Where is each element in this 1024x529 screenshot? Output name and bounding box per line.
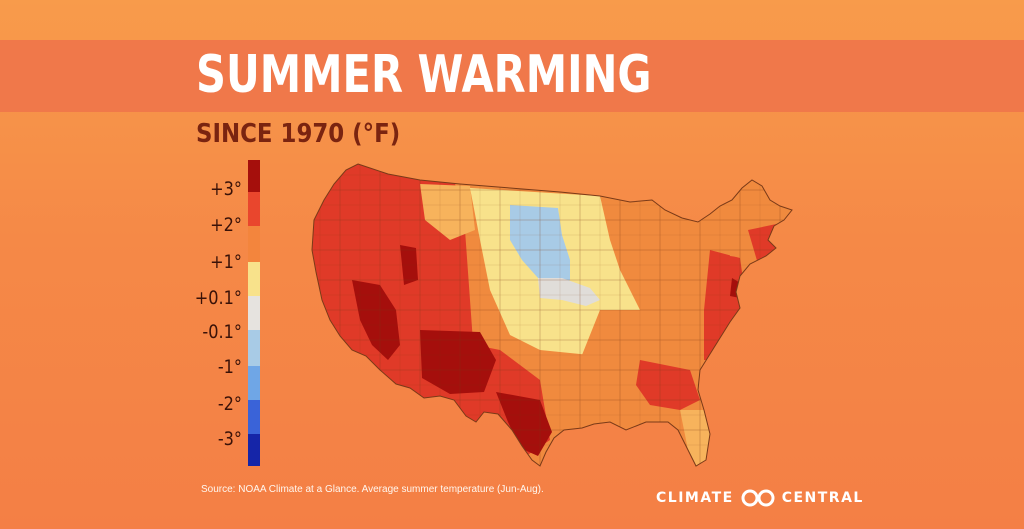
legend-swatch-minus-3 xyxy=(248,434,260,466)
gulf-coast-red xyxy=(636,360,700,410)
page-subtitle: SINCE 1970 (°F) xyxy=(196,119,401,149)
logo-word-right: CENTRAL xyxy=(781,490,864,506)
legend-label: +2° xyxy=(210,214,242,236)
logo-word-left: CLIMATE xyxy=(656,490,734,506)
legend-swatch-plus-3-above xyxy=(248,160,260,192)
utah-hotspot xyxy=(400,245,418,285)
legend-label: +3° xyxy=(210,178,242,200)
legend-label: +0.1° xyxy=(194,287,242,309)
legend-label: -3° xyxy=(217,428,242,450)
source-note: Source: NOAA Climate at a Glance. Averag… xyxy=(201,484,544,495)
arizona-hotspot xyxy=(420,330,496,394)
climate-central-logo: CLIMATE CENTRAL xyxy=(656,487,864,509)
us-climate-map xyxy=(311,163,793,467)
page-title: SUMMER WARMING xyxy=(196,45,652,105)
legend-swatch-plus-1 xyxy=(248,226,260,262)
northern-rockies xyxy=(420,184,475,240)
legend-swatch-minus-2 xyxy=(248,400,260,434)
legend-label: -1° xyxy=(217,356,242,378)
legend-swatch-neutral xyxy=(248,296,260,330)
legend-swatch-plus-0-1 xyxy=(248,262,260,296)
title-band xyxy=(0,40,1024,112)
legend-swatch-plus-2 xyxy=(248,192,260,226)
florida-peninsula xyxy=(680,410,710,466)
legend-label: -2° xyxy=(217,393,242,415)
legend-swatch-minus-0-1 xyxy=(248,330,260,366)
legend-swatch-minus-1 xyxy=(248,366,260,400)
great-lakes-orange xyxy=(600,196,690,290)
legend-label: +1° xyxy=(210,251,242,273)
plains-gray xyxy=(538,278,600,306)
legend-color-bar xyxy=(248,160,260,466)
atlantic-coast-red xyxy=(704,250,746,360)
legend-label: -0.1° xyxy=(202,321,242,343)
us-outline xyxy=(311,163,793,467)
texas-hotspot xyxy=(496,392,552,456)
linked-circles-icon xyxy=(741,489,775,507)
